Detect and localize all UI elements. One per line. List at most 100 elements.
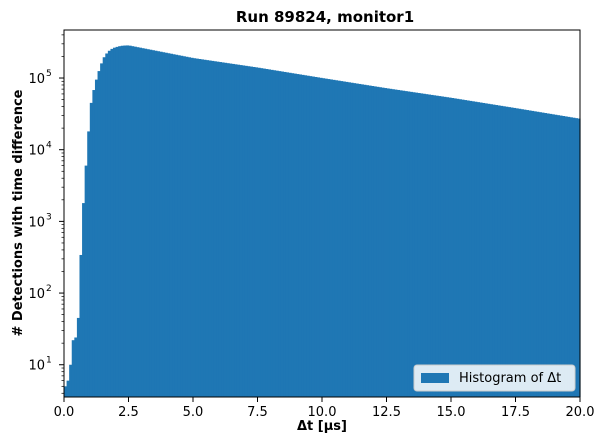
histogram-bar [422, 93, 426, 397]
x-tick-label: 7.5 [247, 405, 268, 420]
histogram-bar [231, 63, 235, 397]
histogram-bar [257, 67, 261, 397]
y-tick-label: 10 [28, 72, 45, 87]
histogram-bar [303, 75, 308, 398]
histogram-bar [549, 113, 553, 397]
histogram-bar [533, 111, 537, 397]
histogram-bar [316, 77, 321, 398]
histogram-bar [355, 83, 359, 398]
histogram-bar [102, 57, 106, 398]
histogram-bar [185, 56, 189, 397]
histogram-bar [512, 107, 517, 397]
histogram-bar [365, 85, 370, 398]
histogram-bar [538, 112, 542, 397]
y-tick-exponent: 4 [46, 141, 52, 151]
histogram-bar [211, 60, 215, 398]
histogram-bar [492, 104, 496, 398]
histogram-bar [120, 45, 124, 397]
histogram-bar [252, 66, 256, 397]
histogram-bar [445, 97, 450, 397]
histogram-bar [430, 94, 434, 398]
histogram-bar [113, 47, 117, 397]
histogram-bar [200, 59, 204, 397]
histogram-bar [360, 84, 364, 398]
legend: Histogram of Δt [413, 364, 576, 392]
histogram-bar [275, 70, 279, 397]
histogram-bar [502, 106, 506, 397]
histogram-bar [105, 53, 109, 397]
histogram-bar [309, 76, 313, 397]
histogram-bar [414, 92, 419, 397]
histogram-bar [149, 49, 153, 398]
histogram-bar [247, 66, 251, 397]
histogram-bar [272, 70, 277, 398]
histogram-bar [221, 62, 225, 398]
histogram-bar [76, 317, 81, 397]
histogram-bar [505, 106, 509, 397]
histogram-bar [520, 109, 524, 398]
histogram-bar [543, 113, 548, 397]
histogram-bar [381, 87, 385, 397]
histogram-bar [404, 91, 408, 398]
histogram-bar [180, 55, 184, 398]
histogram-bar [249, 66, 253, 397]
histogram-bar [345, 81, 349, 397]
histogram-bar [182, 56, 186, 397]
histogram-bar [409, 91, 413, 397]
histogram-bar [110, 48, 114, 397]
histogram-bar [242, 65, 246, 398]
histogram-bar [71, 340, 75, 397]
histogram-bar [334, 80, 339, 397]
histogram-bar [64, 386, 68, 397]
histogram-bar [146, 49, 150, 398]
y-tick-label: 10 [28, 287, 45, 302]
histogram-bar [216, 61, 220, 397]
histogram-bar [270, 69, 274, 398]
histogram-bar [412, 92, 416, 397]
histogram-bar [203, 59, 207, 397]
histogram-bar [363, 84, 367, 398]
histogram-bar [128, 45, 132, 398]
histogram-bar [440, 96, 444, 397]
histogram-bar [311, 76, 315, 397]
histogram-bar [293, 73, 297, 397]
legend-swatch [421, 373, 449, 383]
histogram-bar [198, 59, 202, 397]
histogram-bar [500, 105, 504, 398]
x-tick-label: 15.0 [437, 405, 466, 420]
y-tick-exponent: 5 [46, 69, 52, 79]
histogram-bar [285, 72, 290, 398]
histogram-bar [510, 107, 514, 398]
histogram-bar [306, 75, 310, 397]
histogram-bar [267, 69, 271, 397]
histogram-bar [218, 62, 222, 397]
y-tick-exponent: 3 [46, 212, 52, 222]
histogram-bar [525, 110, 529, 397]
histogram-bar [389, 88, 393, 397]
histogram-bar [456, 98, 460, 397]
histogram-bar [564, 116, 568, 397]
histogram-bar [432, 95, 437, 397]
histogram-bar [92, 90, 96, 397]
x-axis-ticks: 0.0 2.5 5.0 7.5 10.0 12.5 15.0 17.5 20.0 [54, 397, 594, 420]
histogram-bar [463, 100, 468, 397]
histogram-bar [265, 69, 269, 398]
histogram-bar [399, 90, 403, 397]
histogram-bar [494, 105, 499, 397]
histogram-bar [556, 115, 560, 398]
histogram-bar [438, 96, 442, 397]
histogram-bar [131, 46, 135, 398]
histogram-bar [239, 65, 243, 397]
histogram-bar [244, 65, 248, 397]
histogram-bar [278, 71, 282, 398]
histogram-bar [518, 108, 522, 397]
histogram-bar [466, 100, 470, 397]
histogram-bar [458, 99, 462, 398]
y-tick-label: 10 [28, 359, 45, 374]
histogram-bar [443, 96, 447, 397]
histogram-bar [322, 78, 326, 397]
x-tick-label: 17.5 [501, 405, 530, 420]
histogram-bar [371, 86, 375, 397]
histogram-bar [151, 50, 155, 397]
